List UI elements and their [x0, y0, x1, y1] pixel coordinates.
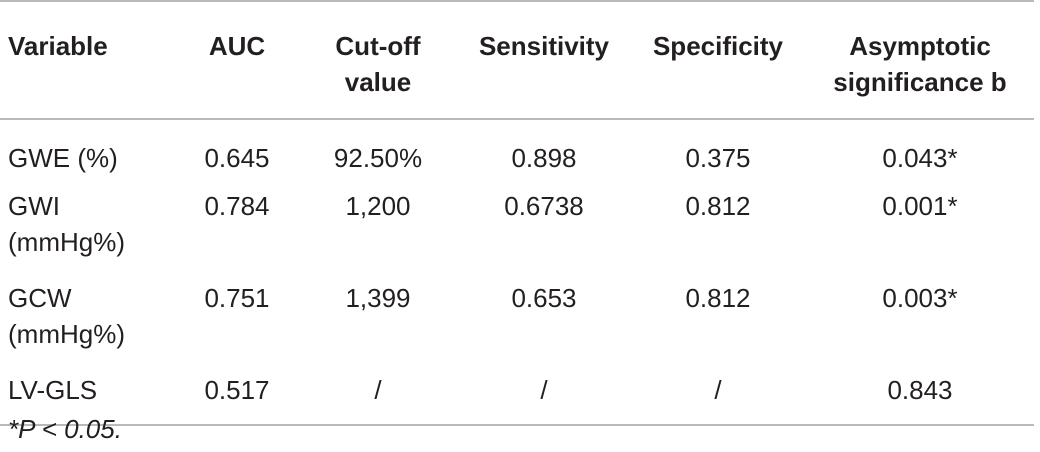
cell-variable: GWI (mmHg%) — [8, 191, 125, 257]
roc-results-table: Variable AUC Cut-off value Sensitivity S… — [0, 1, 1034, 425]
header-cutoff: Cut-off value — [335, 31, 421, 97]
cell-cutoff: 92.50% — [333, 143, 423, 173]
cell-asymptotic-significance: 0.043* — [882, 143, 958, 173]
cell-specificity: 0.375 — [685, 143, 751, 173]
header-auc: AUC — [208, 31, 266, 61]
table-footnote: *P < 0.05. — [8, 414, 122, 444]
cell-variable: GCW (mmHg%) — [8, 283, 125, 349]
table-row: GWE (%) 0.645 92.50% 0.898 0.375 0.043* — [0, 119, 1034, 184]
cell-sensitivity: 0.898 — [511, 143, 577, 173]
cell-sensitivity: / — [540, 375, 548, 405]
table-header: Variable AUC Cut-off value Sensitivity S… — [0, 1, 1034, 119]
cell-sensitivity: 0.653 — [511, 283, 577, 313]
cell-auc: 0.784 — [204, 191, 270, 221]
table-body: GWE (%) 0.645 92.50% 0.898 0.375 0.043* … — [0, 119, 1034, 425]
cell-auc: 0.645 — [204, 143, 270, 173]
header-specificity: Specificity — [652, 31, 784, 61]
header-sensitivity: Sensitivity — [478, 31, 610, 61]
cell-variable: GWE (%) — [8, 143, 118, 173]
cell-specificity: 0.812 — [685, 283, 751, 313]
cell-asymptotic-significance: 0.001* — [882, 191, 958, 221]
cell-sensitivity: 0.6738 — [504, 191, 584, 221]
table-row: GWI (mmHg%) 0.784 1,200 0.6738 0.812 0.0… — [0, 184, 1034, 270]
cell-specificity: / — [714, 375, 722, 405]
header-row: Variable AUC Cut-off value Sensitivity S… — [0, 1, 1034, 119]
cell-cutoff: 1,200 — [345, 191, 411, 221]
header-asymptotic-significance: Asymptotic significance b — [833, 31, 1007, 97]
header-variable: Variable — [8, 31, 108, 61]
cell-asymptotic-significance: 0.003* — [882, 283, 958, 313]
cell-auc: 0.751 — [204, 283, 270, 313]
cell-variable: LV-GLS — [8, 375, 98, 405]
cell-specificity: 0.812 — [685, 191, 751, 221]
cell-asymptotic-significance: 0.843 — [887, 375, 953, 405]
table-row: LV-GLS 0.517 / / / 0.843 — [0, 362, 1034, 425]
cell-cutoff: 1,399 — [345, 283, 411, 313]
cell-auc: 0.517 — [204, 375, 270, 405]
cell-cutoff: / — [374, 375, 382, 405]
table-row: GCW (mmHg%) 0.751 1,399 0.653 0.812 0.00… — [0, 270, 1034, 362]
roc-table-container: Variable AUC Cut-off value Sensitivity S… — [0, 1, 1034, 425]
